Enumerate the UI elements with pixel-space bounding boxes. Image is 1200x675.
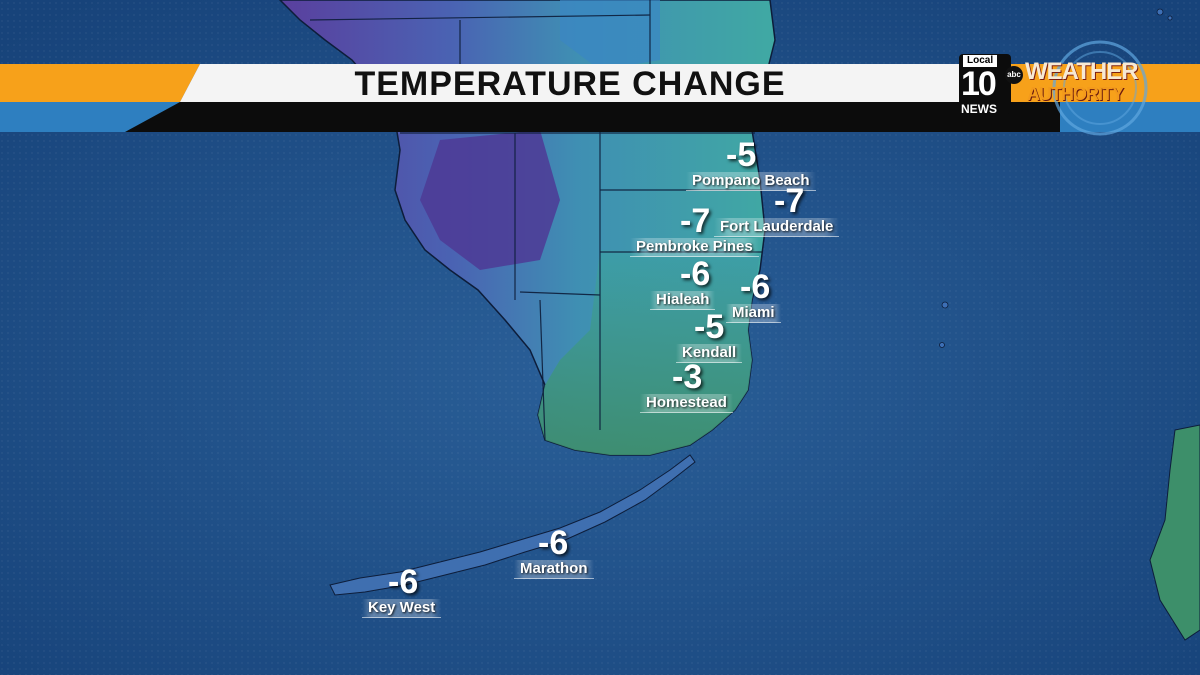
station-name: Marathon — [514, 560, 594, 579]
station-fort-lauderdale: -7 Fort Lauderdale — [714, 182, 840, 237]
title-banner — [0, 40, 1200, 136]
station-name: Key West — [362, 599, 442, 618]
abc-network-icon: abc — [1005, 66, 1023, 84]
station-pompano-beach: -5 Pompano Beach — [686, 138, 816, 191]
station-hialeah: -6 Hialeah — [650, 255, 716, 310]
logo-authority-text: AUTHORITY — [1027, 84, 1124, 104]
station-pembroke-pines: -7 Pembroke Pines — [630, 204, 759, 257]
station-name: Pembroke Pines — [630, 238, 759, 257]
station-kendall: -5 Kendall — [676, 308, 743, 363]
logo-weather-text: WEATHER — [1025, 58, 1139, 85]
logo-news-text: NEWS — [961, 102, 997, 116]
small-islands — [939, 8, 1173, 348]
temperature-change-value: -6 — [680, 255, 711, 293]
logo-local-text: Local — [963, 55, 998, 67]
station-name: Kendall — [676, 344, 743, 363]
temperature-change-value: -7 — [774, 182, 805, 220]
logo-channel-number: 10 — [961, 65, 997, 103]
station-logo: Local 10 abc NEWS WEATHER AUTHORITY — [955, 52, 1185, 132]
temperature-change-value: -6 — [388, 563, 419, 601]
station-name: Miami — [726, 304, 781, 323]
north-blue-region — [560, 0, 660, 70]
station-name: Pompano Beach — [686, 172, 816, 191]
station-miami: -6 Miami — [726, 270, 781, 323]
temperature-change-value: -7 — [680, 202, 711, 240]
cool-core-region — [420, 130, 560, 270]
bahamas-island — [1149, 424, 1200, 641]
temperature-change-value: -6 — [740, 268, 771, 306]
south-florida-region — [538, 250, 760, 455]
temperature-change-value: -5 — [694, 308, 725, 346]
station-key-west: -6 Key West — [362, 563, 442, 618]
florida-keys — [329, 454, 696, 596]
station-name: Fort Lauderdale — [714, 218, 840, 237]
station-homestead: -3 Homestead — [640, 360, 733, 413]
station-name: Hialeah — [650, 291, 716, 310]
station-marathon: -6 Marathon — [514, 526, 594, 579]
temperature-change-value: -3 — [672, 358, 703, 396]
temperature-change-value: -5 — [726, 136, 757, 174]
station-name: Homestead — [640, 394, 733, 413]
map-title: TEMPERATURE CHANGE — [354, 65, 786, 103]
temperature-change-value: -6 — [538, 524, 569, 562]
